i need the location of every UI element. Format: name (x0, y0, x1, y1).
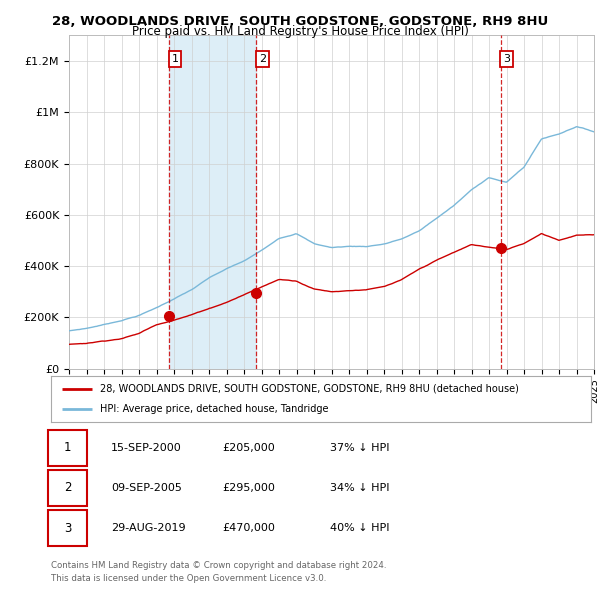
Text: 29-AUG-2019: 29-AUG-2019 (111, 523, 185, 533)
Bar (169, 35, 256, 369)
Text: 3: 3 (503, 54, 510, 64)
Text: 2: 2 (64, 481, 71, 494)
Text: 3: 3 (64, 522, 71, 535)
Text: 2: 2 (259, 54, 266, 64)
Text: £205,000: £205,000 (222, 443, 275, 453)
Text: 37% ↓ HPI: 37% ↓ HPI (330, 443, 389, 453)
Text: £295,000: £295,000 (222, 483, 275, 493)
Text: £470,000: £470,000 (222, 523, 275, 533)
Text: 1: 1 (172, 54, 179, 64)
Text: 34% ↓ HPI: 34% ↓ HPI (330, 483, 389, 493)
Text: 40% ↓ HPI: 40% ↓ HPI (330, 523, 389, 533)
Text: HPI: Average price, detached house, Tandridge: HPI: Average price, detached house, Tand… (100, 404, 328, 414)
Text: 15-SEP-2000: 15-SEP-2000 (111, 443, 182, 453)
Text: 09-SEP-2005: 09-SEP-2005 (111, 483, 182, 493)
Text: 1: 1 (64, 441, 71, 454)
Text: 28, WOODLANDS DRIVE, SOUTH GODSTONE, GODSTONE, RH9 8HU (detached house): 28, WOODLANDS DRIVE, SOUTH GODSTONE, GOD… (100, 384, 518, 394)
Text: 28, WOODLANDS DRIVE, SOUTH GODSTONE, GODSTONE, RH9 8HU: 28, WOODLANDS DRIVE, SOUTH GODSTONE, GOD… (52, 15, 548, 28)
Text: Price paid vs. HM Land Registry's House Price Index (HPI): Price paid vs. HM Land Registry's House … (131, 25, 469, 38)
Text: Contains HM Land Registry data © Crown copyright and database right 2024.
This d: Contains HM Land Registry data © Crown c… (51, 562, 386, 583)
